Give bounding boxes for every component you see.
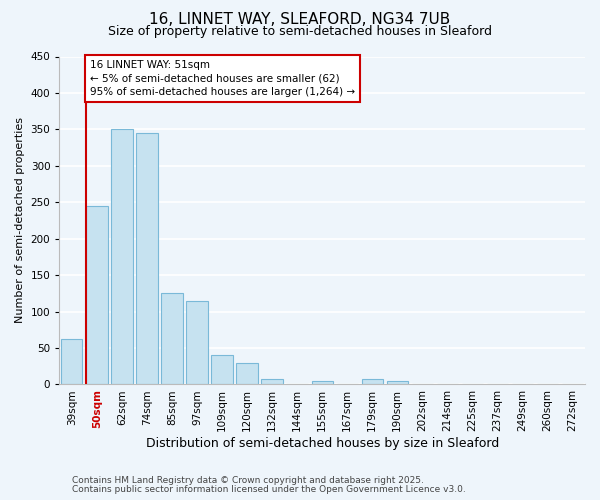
Text: Size of property relative to semi-detached houses in Sleaford: Size of property relative to semi-detach… <box>108 25 492 38</box>
Bar <box>136 133 158 384</box>
Bar <box>161 294 182 384</box>
Bar <box>362 380 383 384</box>
Bar <box>61 340 82 384</box>
Bar <box>111 130 133 384</box>
Bar <box>86 206 107 384</box>
Text: 16, LINNET WAY, SLEAFORD, NG34 7UB: 16, LINNET WAY, SLEAFORD, NG34 7UB <box>149 12 451 28</box>
X-axis label: Distribution of semi-detached houses by size in Sleaford: Distribution of semi-detached houses by … <box>146 437 499 450</box>
Text: Contains HM Land Registry data © Crown copyright and database right 2025.: Contains HM Land Registry data © Crown c… <box>72 476 424 485</box>
Bar <box>187 300 208 384</box>
Bar <box>262 378 283 384</box>
Text: 16 LINNET WAY: 51sqm
← 5% of semi-detached houses are smaller (62)
95% of semi-d: 16 LINNET WAY: 51sqm ← 5% of semi-detach… <box>90 60 355 96</box>
Bar <box>236 362 258 384</box>
Y-axis label: Number of semi-detached properties: Number of semi-detached properties <box>15 118 25 324</box>
Bar <box>211 356 233 384</box>
Bar <box>386 381 408 384</box>
Text: Contains public sector information licensed under the Open Government Licence v3: Contains public sector information licen… <box>72 485 466 494</box>
Bar <box>311 381 333 384</box>
